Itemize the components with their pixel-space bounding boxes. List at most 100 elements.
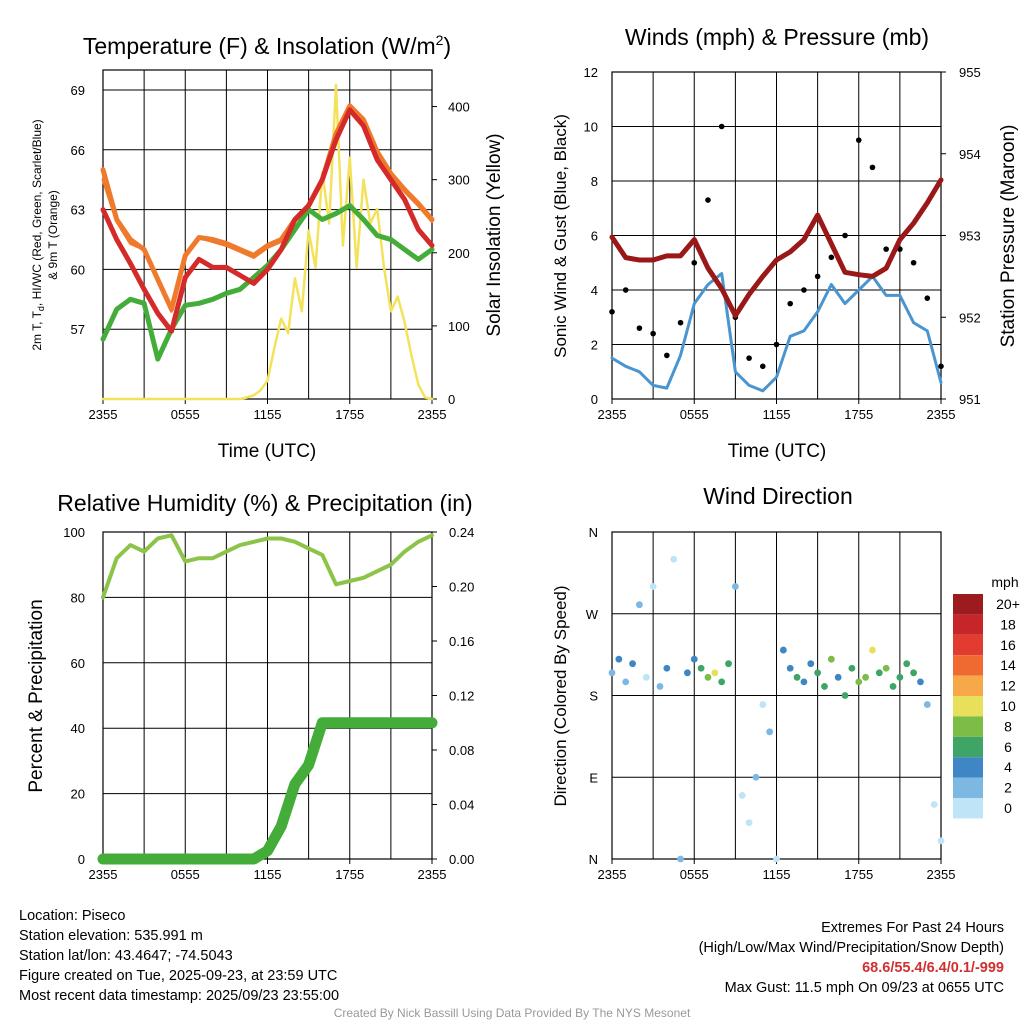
- direction-point: [773, 855, 780, 863]
- y2-tick-label: 200: [448, 246, 470, 261]
- gust-point: [842, 232, 848, 239]
- y-tick-label: 100: [63, 525, 85, 540]
- direction-point: [704, 673, 712, 681]
- colorbar-swatch: [953, 736, 983, 758]
- direction-point: [608, 669, 616, 677]
- direction-point: [745, 819, 753, 827]
- y-axis-label-line2: & 9m T (Orange): [46, 190, 60, 280]
- panel-title: Winds (mph) & Pressure (mb): [625, 24, 929, 50]
- gust-point: [938, 363, 944, 370]
- colorbar-label: 16: [1000, 637, 1016, 653]
- colorbar-swatch: [953, 675, 983, 696]
- y-tick-label: 60: [71, 656, 85, 671]
- x-tick-label: 2355: [927, 867, 956, 882]
- gust-point: [691, 259, 698, 266]
- extremes-values: 68.6/55.4/6.4/0.1/-999: [862, 960, 1004, 976]
- colorbar-swatch: [953, 594, 983, 615]
- x-tick-label: 2355: [418, 867, 447, 882]
- direction-point: [862, 673, 870, 681]
- gust-point: [801, 287, 807, 293]
- colorbar-label: 20+: [996, 596, 1020, 612]
- colorbar-label: 14: [1000, 657, 1016, 673]
- y-tick-label: 40: [71, 721, 85, 736]
- series-line-2m-t: [100, 107, 435, 334]
- x-tick-label: 1155: [763, 407, 791, 422]
- direction-point: [937, 837, 945, 845]
- y-tick-label: 2: [591, 338, 598, 353]
- y-tick-label: 80: [71, 590, 85, 605]
- x-tick-label: 1755: [844, 407, 873, 422]
- y-tick-label: 0: [78, 852, 85, 867]
- gust-point: [609, 309, 615, 315]
- gust-point: [759, 363, 766, 370]
- winds-panel: 2355 0555 1155 1755 235502468101295195295395…: [551, 24, 1019, 462]
- direction-point: [711, 669, 719, 677]
- relative-humidity-line: [101, 533, 434, 600]
- direction-point: [718, 678, 726, 686]
- recent-data-text: Most recent data timestamp: 2025/09/23 2…: [19, 988, 340, 1004]
- gust-point: [855, 137, 862, 143]
- colorbar-label: 10: [1000, 698, 1016, 714]
- x-tick-label: 0555: [680, 867, 709, 882]
- direction-point: [629, 660, 636, 668]
- direction-point: [649, 583, 657, 590]
- colorbar-swatch: [953, 634, 983, 656]
- location-text: Location: Piseco: [19, 908, 126, 924]
- direction-point: [642, 673, 650, 681]
- y2-axis-label: Station Pressure (Maroon): [998, 125, 1019, 348]
- x-tick-label: 2355: [927, 407, 956, 422]
- direction-point: [779, 646, 787, 654]
- y-axis-label: 2m T, Td, HI/WC (Red, Green, Scarlet/Blu…: [30, 119, 46, 350]
- colorbar-label: 18: [1000, 616, 1016, 632]
- direction-point: [821, 683, 828, 690]
- elevation-text: Station elevation: 535.991 m: [19, 928, 203, 944]
- direction-point: [677, 855, 684, 863]
- direction-point: [622, 678, 630, 686]
- gust-point: [883, 246, 889, 252]
- y-tick-label: W: [586, 607, 599, 622]
- x-axis-label: Time (UTC): [218, 441, 317, 462]
- y2-tick-label: 0.04: [449, 798, 474, 813]
- direction-point: [917, 678, 924, 686]
- colorbar-label: 6: [1004, 739, 1012, 755]
- direction-point: [841, 692, 849, 699]
- direction-point: [910, 669, 917, 677]
- direction-point: [869, 646, 876, 654]
- direction-point: [827, 655, 835, 663]
- direction-point: [725, 660, 732, 668]
- gust-point: [910, 259, 917, 266]
- y2-tick-label: 951: [959, 392, 981, 407]
- y2-axis-label: Solar Insolation (Yellow): [484, 133, 505, 336]
- precipitation-line: [97, 717, 438, 865]
- direction-point: [670, 555, 678, 563]
- y2-tick-label: 954: [959, 147, 981, 162]
- y2-tick-label: 100: [448, 319, 470, 334]
- colorbar-swatch: [953, 655, 983, 676]
- direction-point: [731, 583, 739, 590]
- x-tick-label: 1155: [763, 867, 791, 882]
- gust-point: [924, 295, 931, 301]
- y-tick-label: 69: [71, 83, 85, 98]
- x-tick-label: 2355: [418, 407, 447, 422]
- y-tick-label: 12: [584, 65, 598, 80]
- y-tick-label: S: [589, 689, 598, 704]
- y-tick-label: 10: [584, 120, 598, 135]
- direction-point: [930, 801, 938, 808]
- colorbar-label: 0: [1004, 800, 1012, 816]
- x-tick-label: 1755: [335, 407, 364, 422]
- colorbar-swatch: [953, 716, 983, 737]
- colorbar-swatch: [953, 798, 983, 819]
- x-tick-label: 0555: [680, 407, 709, 422]
- panel-title: Wind Direction: [703, 483, 853, 509]
- y2-tick-label: 300: [448, 173, 470, 188]
- colorbar-label: 12: [1000, 678, 1016, 694]
- y2-tick-label: 0.20: [449, 580, 474, 595]
- direction-point: [636, 601, 643, 609]
- y-axis-label: Percent & Precipitation: [26, 599, 47, 792]
- direction-point: [875, 669, 883, 677]
- gust-point: [664, 352, 670, 359]
- y2-tick-label: 400: [448, 100, 470, 115]
- gust-point: [677, 319, 684, 326]
- y-axis-label: Direction (Colored By Speed): [551, 585, 570, 806]
